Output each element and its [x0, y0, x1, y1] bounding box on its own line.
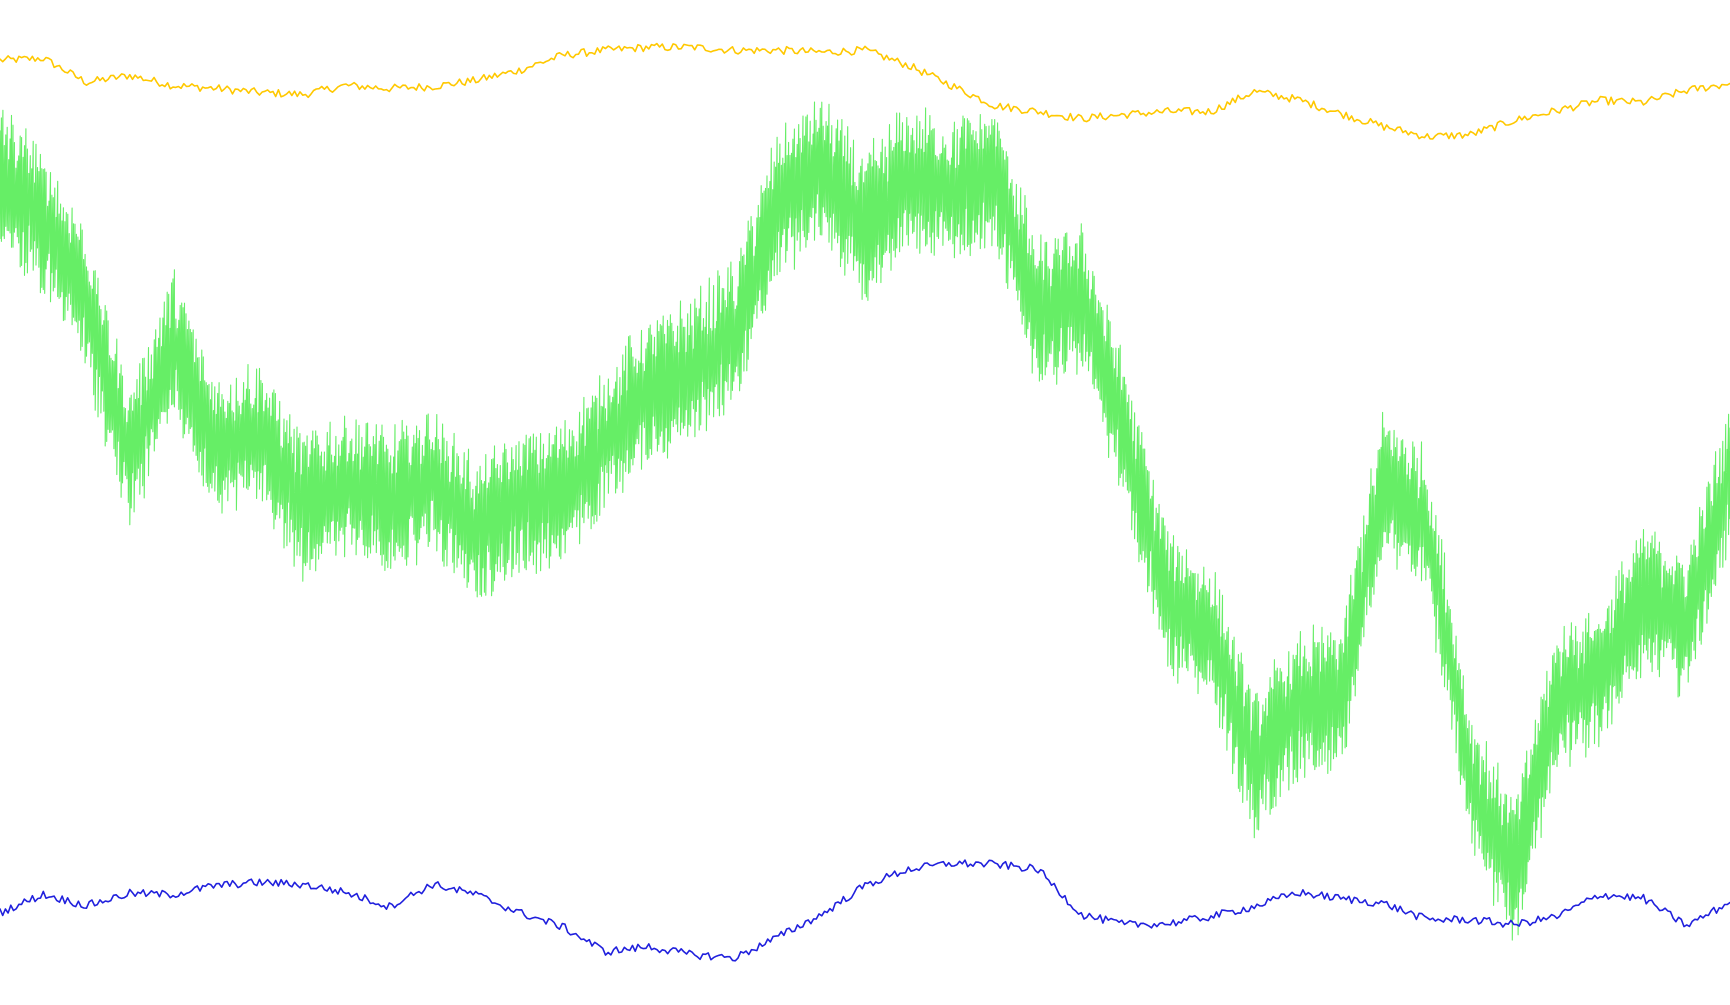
series-line-1	[0, 42, 1730, 140]
series-layer	[0, 42, 1730, 962]
series-line-3	[0, 859, 1730, 962]
series-line-2	[0, 101, 1730, 941]
